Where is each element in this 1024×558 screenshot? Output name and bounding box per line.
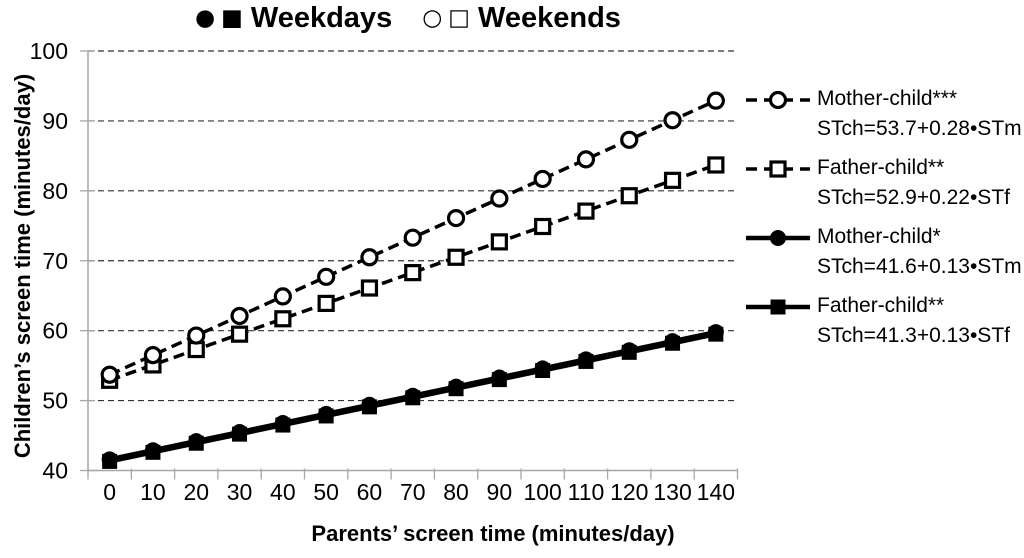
data-point-open-circle (230, 306, 249, 326)
legend-series-equation: STch=52.9+0.22•STf (817, 186, 1010, 209)
data-point-open-circle (706, 91, 725, 110)
data-point-open-circle (403, 228, 422, 247)
legend-line-sample-filled-circle (746, 230, 810, 246)
x-tick-label: 110 (568, 479, 605, 505)
data-point-open-square (534, 217, 552, 236)
data-point-filled-circle (274, 414, 291, 431)
x-tick-label: 50 (313, 479, 339, 505)
y-tick-label: 80 (42, 178, 68, 204)
data-point-open-square (317, 294, 335, 312)
data-point-open-square (769, 160, 787, 178)
filled-circle-icon: ● (195, 5, 216, 31)
data-point-filled-circle (707, 324, 724, 341)
x-axis-title: Parents’ screen time (minutes/day) (311, 521, 675, 546)
x-tick-label: 10 (140, 479, 166, 505)
data-point-open-square (447, 248, 465, 266)
x-tick-label: 90 (487, 479, 513, 505)
top-legend-weekdays: ● ■ Weekdays (195, 2, 392, 34)
series-line-open-square (109, 163, 717, 382)
chart-top-legend: ● ■ Weekdays ○ □ Weekends (0, 2, 816, 35)
x-tick-label: 130 (653, 479, 691, 505)
open-circle-icon: ○ (422, 5, 443, 31)
data-point-open-circle (490, 189, 509, 208)
data-point-filled-circle (144, 442, 161, 459)
x-tick-label: 30 (227, 479, 253, 505)
legend-item-filled-square: Father-child** STch=41.3+0.13•STf (745, 291, 1022, 351)
data-point-filled-circle (361, 396, 378, 413)
data-point-open-circle (620, 130, 639, 149)
data-point-open-circle (768, 90, 788, 110)
y-tick-label: 50 (42, 388, 68, 414)
legend-line-sample-open-square (746, 160, 810, 178)
legend-series-name: Mother-child* (817, 225, 941, 248)
legend-series-name: Father-child** (817, 294, 945, 317)
chart-side-legend: Mother-child*** STch=53.7+0.28•STm Father-… (745, 84, 1022, 351)
data-point-open-circle (317, 267, 336, 286)
top-legend-weekdays-label: Weekdays (250, 2, 393, 34)
data-point-filled-square (770, 299, 786, 315)
x-tick-label: 70 (400, 479, 426, 505)
y-tick-label: 70 (42, 248, 68, 274)
data-point-open-square (707, 156, 725, 174)
x-tick-label: 0 (103, 479, 116, 505)
data-point-filled-circle (491, 369, 508, 386)
legend-line-sample-filled-square (746, 299, 810, 315)
data-point-filled-circle (664, 333, 681, 350)
data-point-filled-circle (577, 351, 594, 368)
y-tick-label: 60 (42, 318, 68, 344)
legend-series-equation: STch=41.6+0.13•STm (817, 255, 1022, 278)
data-point-filled-circle (188, 433, 205, 450)
data-point-filled-circle (534, 360, 551, 377)
data-point-open-circle (533, 169, 552, 189)
legend-item-open-circle: Mother-child*** STch=53.7+0.28•STm (745, 84, 1022, 144)
data-point-open-circle (143, 346, 163, 365)
data-point-filled-circle (621, 342, 638, 359)
data-point-open-circle (446, 209, 466, 228)
legend-series-equation: STch=53.7+0.28•STm (817, 117, 1022, 140)
legend-item-filled-circle: Mother-child* STch=41.6+0.13•STm (745, 222, 1022, 282)
x-tick-label: 40 (270, 479, 296, 505)
data-point-filled-circle (318, 405, 335, 422)
data-point-open-square (274, 310, 292, 328)
data-point-open-circle (663, 111, 682, 130)
top-legend-weekends: ○ □ Weekends (422, 2, 621, 34)
data-point-open-circle (360, 248, 379, 267)
data-point-filled-circle (231, 424, 248, 441)
data-point-open-square (404, 264, 422, 282)
x-tick-label: 20 (183, 479, 209, 505)
data-point-filled-circle (448, 378, 465, 395)
x-tick-label: 100 (523, 479, 561, 505)
data-point-open-circle (273, 287, 292, 306)
y-tick-label: 40 (42, 458, 68, 484)
legend-series-name: Mother-child*** (817, 87, 958, 110)
x-tick-label: 60 (357, 479, 383, 505)
data-point-open-circle (100, 365, 119, 384)
x-tick-label: 80 (443, 479, 469, 505)
data-point-open-square (360, 279, 379, 297)
data-point-open-square (490, 233, 508, 251)
y-tick-label: 90 (42, 108, 68, 134)
legend-item-open-square: Father-child** STch=52.9+0.22•STf (745, 153, 1022, 213)
data-point-open-square (663, 171, 682, 189)
top-legend-weekends-label: Weekends (478, 2, 621, 34)
data-point-open-circle (187, 326, 206, 345)
data-point-open-circle (576, 150, 596, 169)
y-tick-label: 100 (30, 38, 68, 64)
data-point-open-square (577, 202, 595, 220)
filled-square-icon: ■ (221, 5, 243, 31)
x-tick-label: 140 (697, 479, 735, 505)
data-point-open-square (230, 325, 249, 343)
data-point-open-square (620, 187, 638, 205)
legend-series-equation: STch=41.3+0.13•STf (817, 324, 1010, 347)
x-tick-label: 120 (610, 479, 648, 505)
legend-line-sample-open-circle (746, 90, 810, 110)
data-point-filled-circle (101, 451, 118, 468)
open-square-icon: □ (448, 5, 471, 31)
legend-series-name: Father-child** (817, 156, 945, 179)
data-point-filled-circle (770, 230, 786, 246)
data-point-filled-circle (404, 387, 421, 404)
